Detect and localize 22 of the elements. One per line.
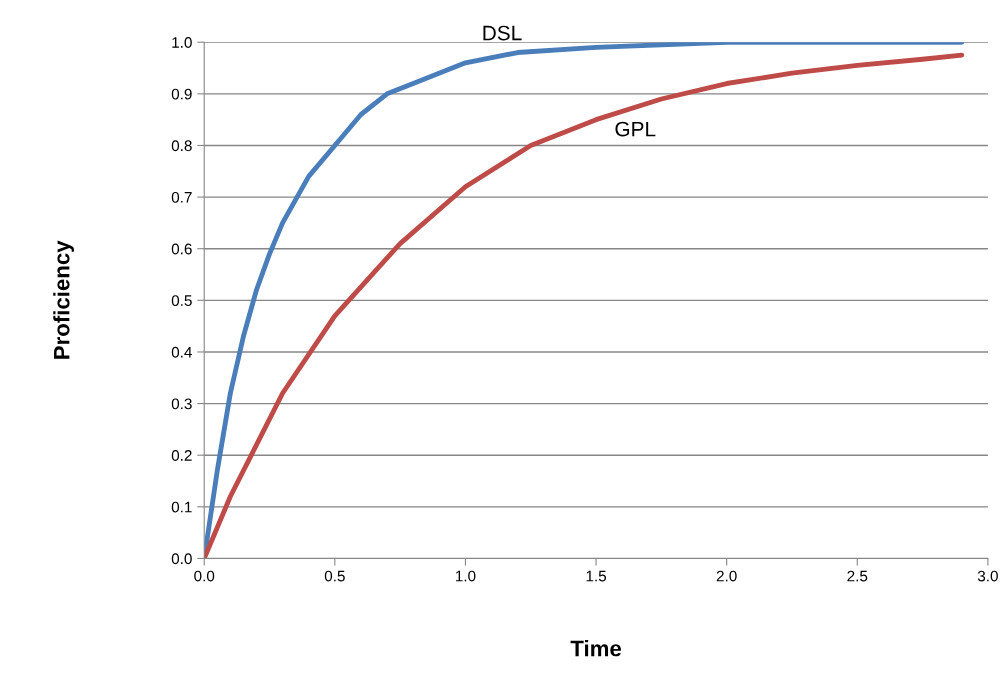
x-tick-label: 1.5 bbox=[586, 570, 607, 582]
x-tick-label: 0.5 bbox=[324, 570, 345, 582]
x-axis-title: Time bbox=[570, 640, 622, 657]
y-tick-label: 0.4 bbox=[171, 346, 192, 358]
y-tick-label: 0.7 bbox=[171, 191, 192, 203]
y-axis-title: Proficiency bbox=[53, 240, 74, 359]
y-tick-label: 0.1 bbox=[171, 501, 192, 513]
y-tick-label: 0.9 bbox=[171, 88, 192, 100]
y-tick-label: 0.2 bbox=[171, 450, 192, 461]
y-tick-label: 0.8 bbox=[171, 140, 192, 152]
series-label: DSL bbox=[483, 25, 522, 41]
x-tick-label: 3.0 bbox=[977, 570, 998, 582]
x-tick-label: 0.0 bbox=[194, 570, 215, 582]
y-tick-label: 0.0 bbox=[171, 553, 192, 565]
series-label: GPL bbox=[615, 121, 656, 137]
y-tick-label: 0.5 bbox=[171, 295, 192, 307]
x-tick-label: 2.5 bbox=[847, 570, 868, 582]
x-tick-label: 2.0 bbox=[716, 570, 737, 582]
y-tick-label: 1.0 bbox=[172, 37, 192, 48]
y-tick-label: 0.3 bbox=[171, 398, 192, 410]
x-tick-label: 1.0 bbox=[455, 570, 476, 582]
y-tick-label: 0.6 bbox=[171, 243, 192, 255]
